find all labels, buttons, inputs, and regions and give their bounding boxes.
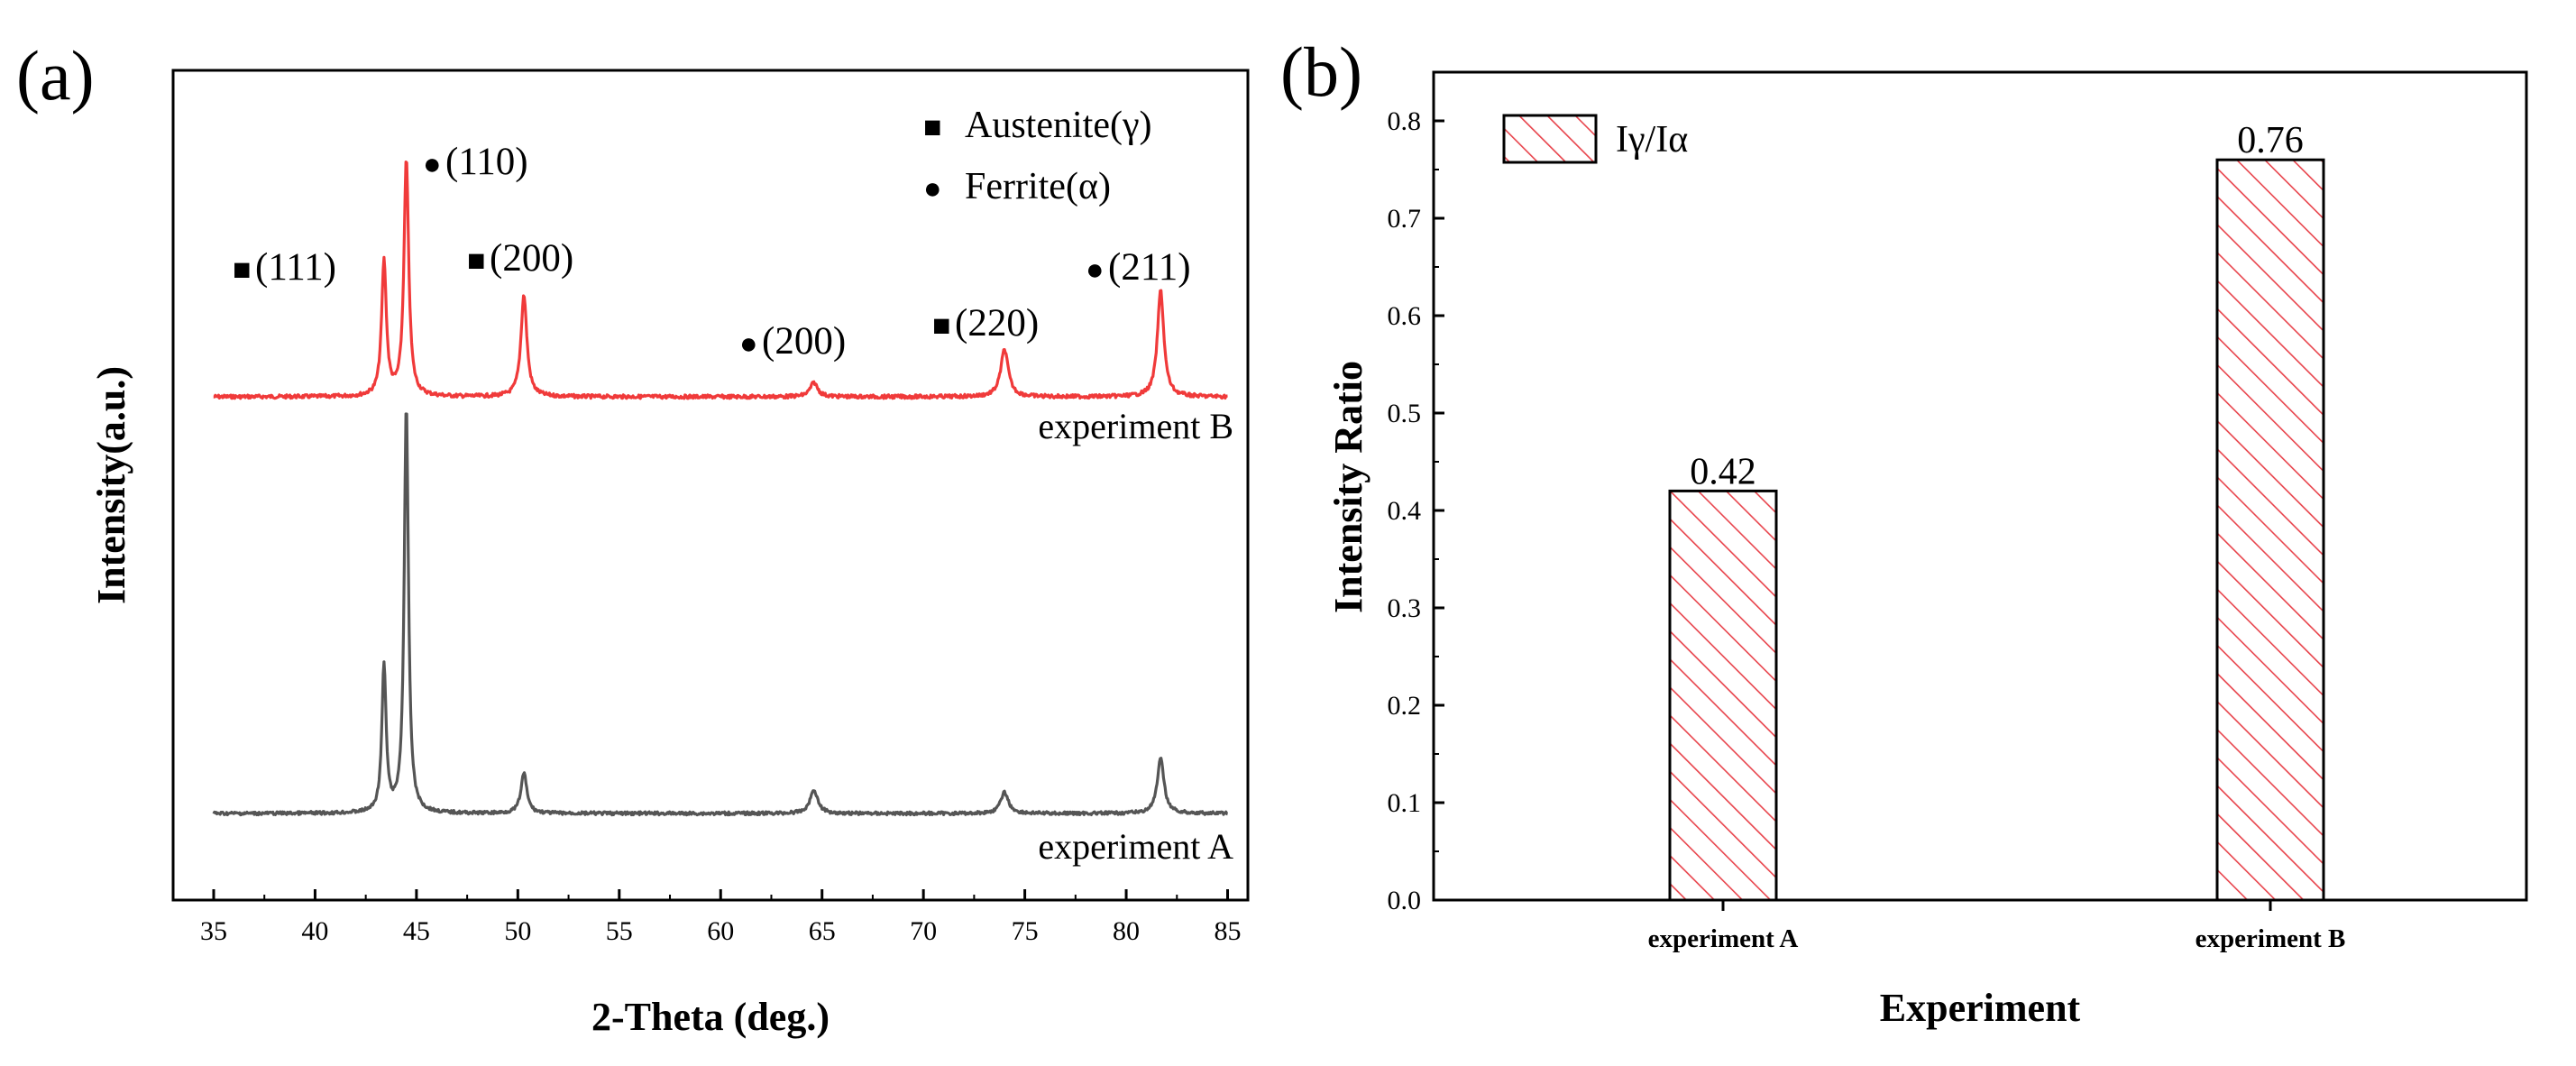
panel-a-traces — [212, 161, 1229, 817]
series-line-experiment-b — [213, 161, 1229, 400]
peak-label-211: (211) — [1108, 246, 1191, 289]
peak-label-111: (111) — [255, 246, 336, 289]
x-tick-label: 85 — [1215, 916, 1242, 946]
panel-b-bars: 0.42 experiment A 0.76 experiment B — [1648, 120, 2346, 953]
x-tick-label: 50 — [504, 916, 531, 946]
x-category-label: experiment B — [2196, 924, 2346, 953]
panel-b-y-axis-title: Intensity Ratio — [1326, 361, 1371, 613]
peak-label-220: (220) — [955, 302, 1039, 345]
panel-a-plot-frame — [171, 69, 1250, 902]
legend-hatch-swatch — [1502, 114, 1598, 164]
peak-label-200-ferrite: (200) — [762, 320, 846, 363]
panel-b-letter: (b) — [1280, 32, 1362, 111]
x-tick-label: 45 — [403, 916, 430, 946]
austenite-square-icon: ■ — [233, 253, 252, 287]
x-tick-label: 80 — [1113, 916, 1140, 946]
x-category-label: experiment A — [1648, 924, 1799, 953]
y-tick-label: 0.5 — [1388, 399, 1422, 428]
ferrite-circle-icon: ● — [923, 172, 942, 206]
panel-a-x-axis: 35 40 45 50 55 60 65 70 75 80 85 — [200, 889, 1242, 946]
peak-annotation: ● (110) — [423, 141, 528, 183]
legend-label-austenite: Austenite(γ) — [965, 105, 1152, 146]
legend-label-ratio: Iγ/Iα — [1616, 119, 1688, 161]
panel-b-legend: Iγ/Iα — [1502, 114, 1688, 164]
y-tick-label: 0.0 — [1388, 886, 1422, 915]
trace-label-experiment-a: experiment A — [1038, 826, 1233, 867]
panel-a-x-axis-title: 2-Theta (deg.) — [591, 995, 830, 1039]
x-tick-label: 70 — [910, 916, 937, 946]
peak-annotation: ● (200) — [739, 320, 846, 363]
bar-value-label: 0.42 — [1690, 451, 1756, 492]
panel-a-legend: ■ Austenite(γ) ● Ferrite(α) — [923, 105, 1152, 207]
bar-value-label: 0.76 — [2237, 120, 2304, 161]
y-tick-label: 0.6 — [1388, 301, 1422, 331]
y-tick-label: 0.2 — [1388, 691, 1422, 721]
x-tick-label: 35 — [200, 916, 227, 946]
series-line-experiment-a — [212, 412, 1229, 817]
y-tick-label: 0.7 — [1388, 204, 1422, 234]
y-tick-label: 0.3 — [1388, 593, 1422, 623]
ferrite-circle-icon: ● — [739, 327, 758, 361]
trace-label-experiment-b: experiment B — [1038, 406, 1233, 446]
panel-b-y-axis: 0.0 0.1 0.2 0.3 0.4 0.5 0.6 0.7 0.8 — [1388, 106, 1444, 915]
x-tick-label: 55 — [606, 916, 633, 946]
panel-a-letter: (a) — [16, 36, 95, 115]
y-tick-label: 0.4 — [1388, 496, 1422, 526]
panel-a-xrd-chart: (a) 35 40 45 50 55 60 65 70 75 80 85 experiment B … — [16, 36, 1250, 1039]
panel-b-x-axis-title: Experiment — [1880, 986, 2081, 1030]
x-tick-label: 40 — [301, 916, 328, 946]
peak-annotation: ● (211) — [1086, 246, 1191, 289]
peak-label-110: (110) — [445, 141, 528, 183]
legend-label-ferrite: Ferrite(α) — [965, 166, 1111, 207]
peak-label-200-austenite: (200) — [490, 237, 573, 280]
x-tick-label: 65 — [809, 916, 836, 946]
peak-annotation: ■ (200) — [467, 237, 573, 280]
peak-annotation: ■ (111) — [233, 246, 336, 289]
x-tick-label: 75 — [1012, 916, 1039, 946]
y-tick-label: 0.8 — [1388, 106, 1422, 136]
austenite-square-icon: ■ — [923, 111, 942, 144]
bar-experiment-b — [2215, 158, 2325, 902]
austenite-square-icon: ■ — [932, 309, 951, 343]
bar-experiment-a — [1668, 489, 1778, 902]
peak-annotation: ■ (220) — [932, 302, 1039, 345]
y-tick-label: 0.1 — [1388, 788, 1422, 818]
panel-a-y-axis-title: Intensity(a.u.) — [89, 366, 133, 604]
ferrite-circle-icon: ● — [1086, 253, 1105, 287]
panel-b-plot-frame — [1432, 70, 2528, 902]
x-tick-label: 60 — [707, 916, 734, 946]
ferrite-circle-icon: ● — [423, 148, 442, 181]
panel-b-ratio-chart: (b) 0.0 0.1 0.2 0.3 0.4 0.5 0.6 0.7 0.8 0.42 expe… — [1280, 32, 2528, 1030]
austenite-square-icon: ■ — [467, 244, 486, 278]
